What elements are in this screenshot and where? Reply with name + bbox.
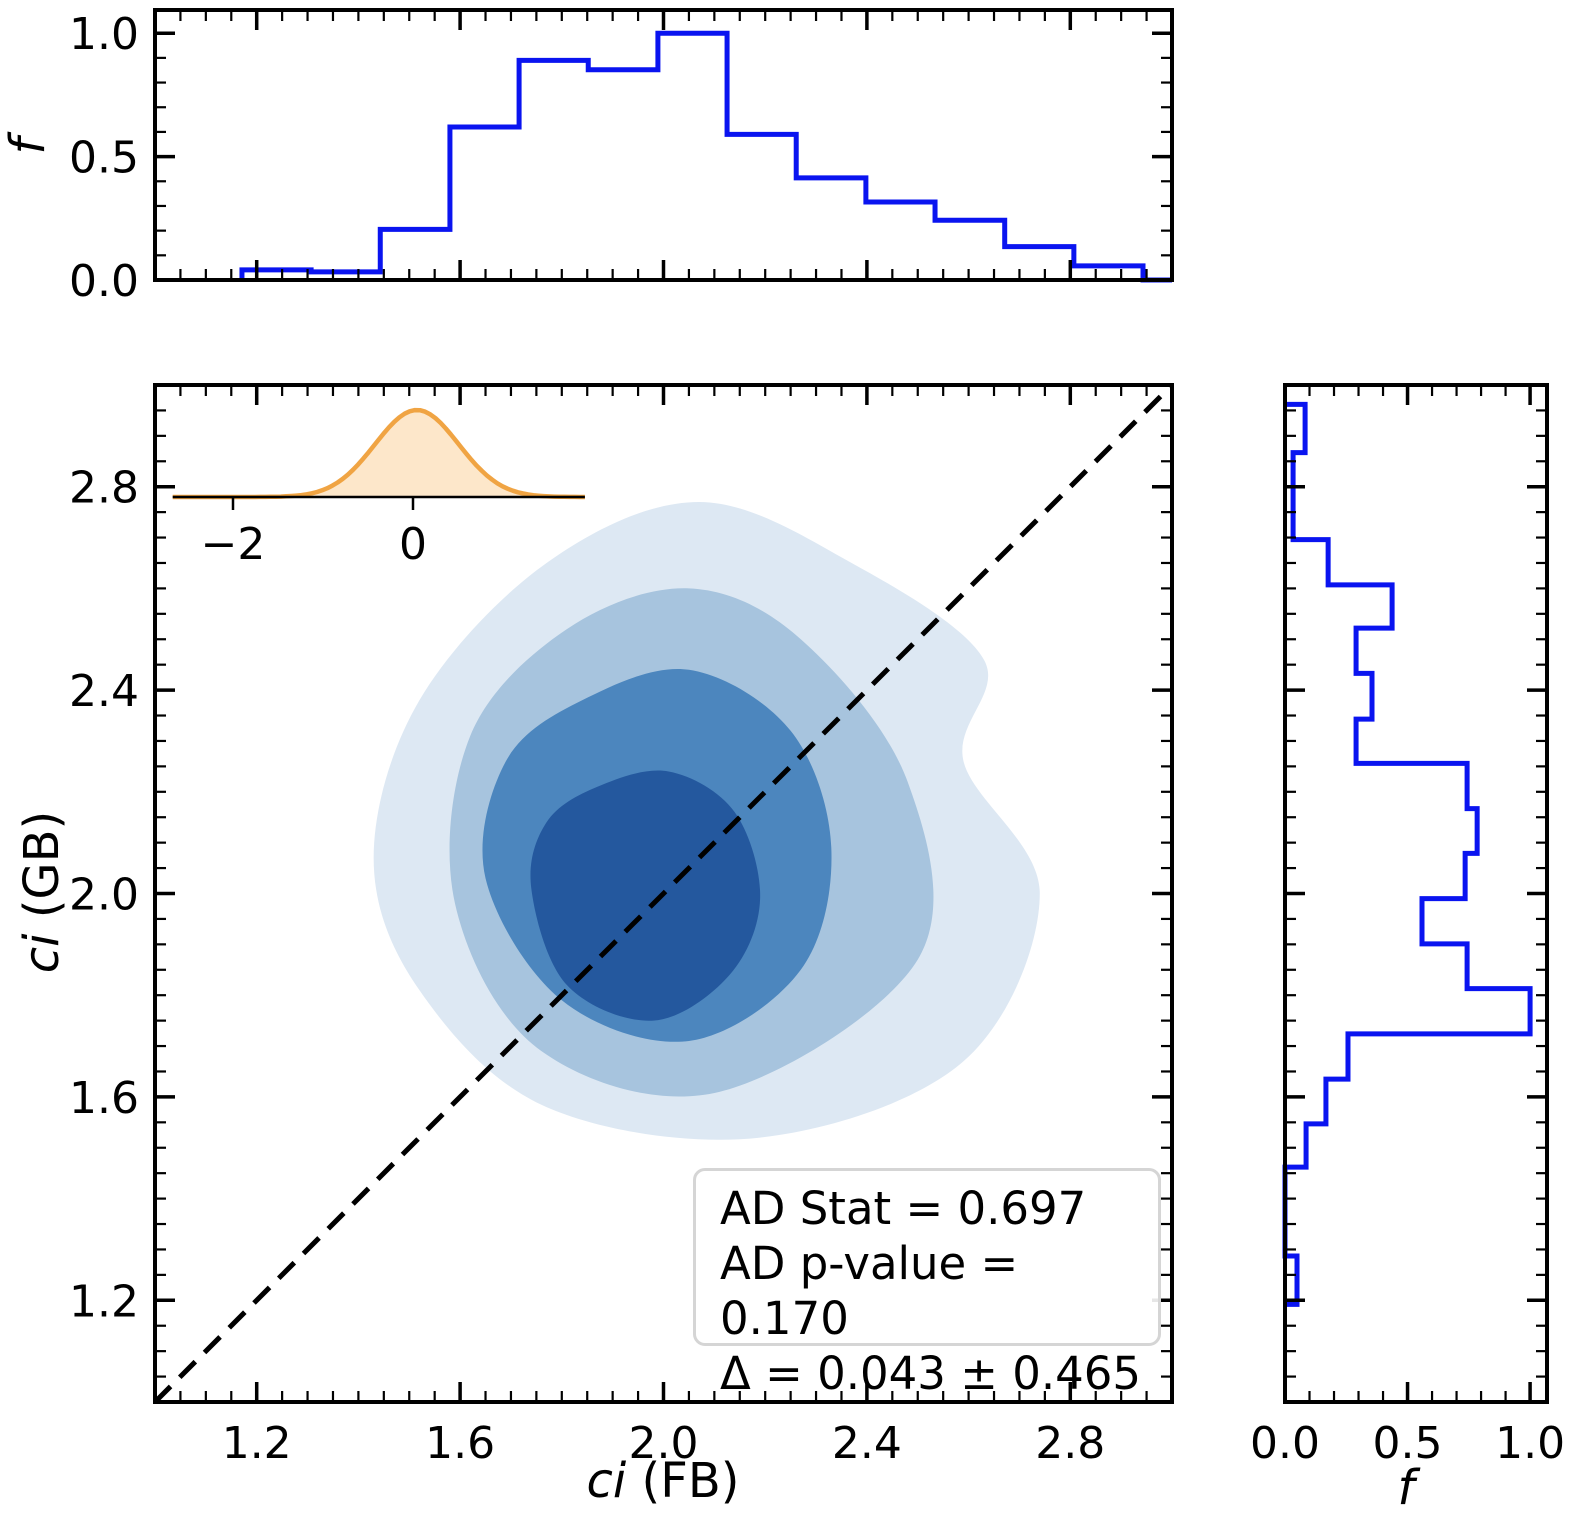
svg-text:2.4: 2.4 <box>832 1418 902 1469</box>
svg-text:0.0: 0.0 <box>69 256 139 307</box>
main-tick-labels: 1.2 1.6 2.0 2.4 2.8 1.2 1.6 2.0 2.4 2.8 <box>69 463 1105 1469</box>
top-hist-ylabel: f <box>0 137 56 155</box>
stats-line-ad-stat: AD Stat = 0.697 <box>720 1182 1087 1235</box>
svg-text:2.0: 2.0 <box>629 1418 699 1469</box>
main-xlabel-var: ci <box>586 1453 627 1509</box>
identity-line <box>155 385 1172 1402</box>
main-panel-frame <box>153 383 1174 1404</box>
main-ylabel: ci (GB) <box>14 811 70 974</box>
svg-text:1.6: 1.6 <box>69 1073 139 1124</box>
main-xlabel-unit: (FB) <box>626 1453 740 1509</box>
svg-text:1.2: 1.2 <box>69 1276 139 1327</box>
svg-text:2.4: 2.4 <box>69 666 139 717</box>
stats-line-ad-pvalue: AD p-value = 0.170 <box>720 1237 1019 1345</box>
svg-text:−2: −2 <box>201 519 266 570</box>
main-xlabel: ci (FB) <box>587 1453 740 1509</box>
svg-text:1.0: 1.0 <box>1495 1418 1565 1469</box>
svg-text:1.2: 1.2 <box>222 1418 292 1469</box>
svg-text:0.5: 0.5 <box>69 133 139 184</box>
inset-kde: −2 0 <box>172 407 585 570</box>
main-ylabel-unit: (GB) <box>14 810 70 934</box>
main-contours <box>373 501 1040 1140</box>
svg-text:0: 0 <box>399 519 427 570</box>
svg-text:2.8: 2.8 <box>69 463 139 514</box>
svg-text:0.0: 0.0 <box>1250 1418 1320 1469</box>
svg-text:2.8: 2.8 <box>1035 1418 1105 1469</box>
right-tick-labels: 0.0 0.5 1.0 <box>1250 1418 1565 1469</box>
top-tick-labels: 0.0 0.5 1.0 <box>69 9 139 307</box>
top-histogram <box>239 30 1172 283</box>
right-panel-frame <box>1283 383 1549 1404</box>
top-panel-frame <box>153 8 1174 282</box>
stats-line-delta: Δ = 0.043 ± 0.465 <box>720 1347 1142 1400</box>
svg-text:0.5: 0.5 <box>1373 1418 1443 1469</box>
main-ylabel-var: ci <box>14 933 70 974</box>
svg-text:1.6: 1.6 <box>425 1418 495 1469</box>
right-hist-xlabel: f <box>1397 1460 1415 1516</box>
svg-text:1.0: 1.0 <box>69 9 139 60</box>
right-histogram <box>1282 401 1533 1307</box>
stats-box: AD Stat = 0.697 AD p-value = 0.170 Δ = 0… <box>693 1168 1161 1400</box>
svg-text:2.0: 2.0 <box>69 870 139 921</box>
